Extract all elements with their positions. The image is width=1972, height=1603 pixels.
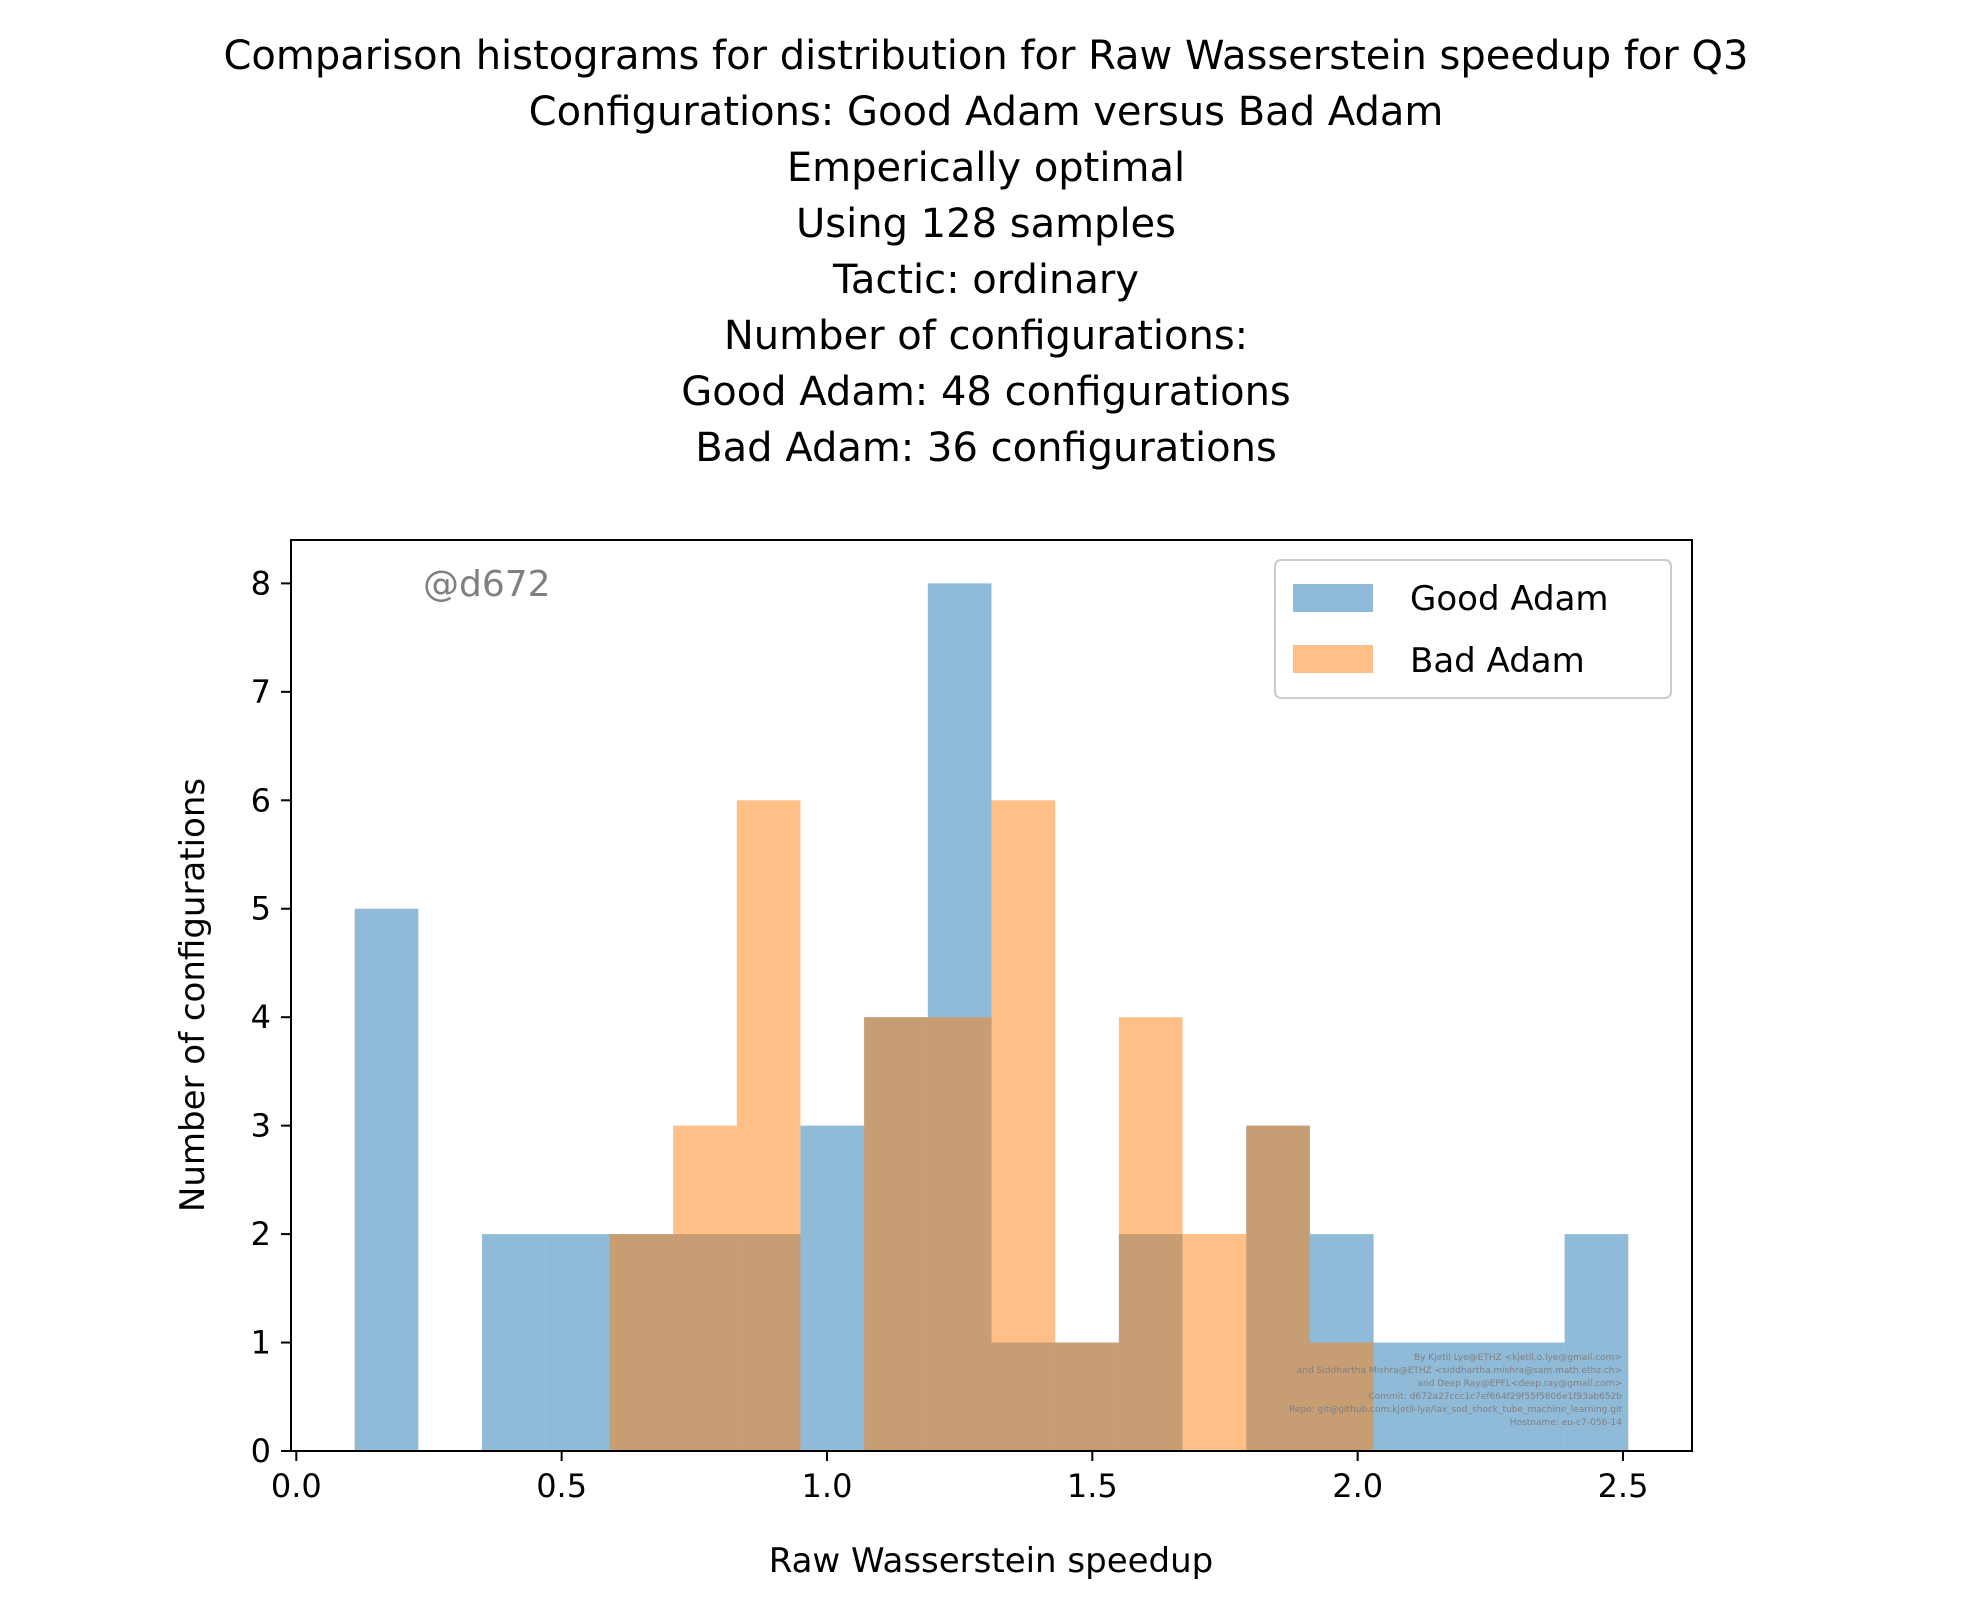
bar-bad-adam-6 xyxy=(1055,1342,1119,1451)
bar-bad-adam-5 xyxy=(991,800,1056,1451)
credits-line-1: By Kjetil Lye@ETHZ <kjetil.o.lye@gmail.c… xyxy=(1414,1353,1622,1363)
x-axis-ticks: 0.0 0.5 1.0 1.5 2.0 2.5 xyxy=(271,1451,1649,1505)
title-line-4: Using 128 samples xyxy=(795,201,1177,247)
bar-good-adam-17 xyxy=(1564,1234,1629,1451)
title-line-7: Good Adam: 48 configurations xyxy=(681,369,1291,415)
y-tick-label-4: 4 xyxy=(251,998,271,1036)
x-tick-label-0: 0.0 xyxy=(271,1467,322,1505)
x-tick-label-3: 1.5 xyxy=(1067,1467,1118,1505)
x-axis-label: Raw Wasserstein speedup xyxy=(769,1541,1214,1581)
credits-line-6: Hostname: eu-c7-056-14 xyxy=(1510,1418,1622,1428)
title-line-3: Emperically optimal xyxy=(786,145,1186,191)
bar-good-adam-2 xyxy=(545,1234,610,1451)
bar-good-adam-0 xyxy=(354,908,419,1451)
x-tick-label-5: 2.5 xyxy=(1598,1467,1649,1505)
credits-line-5: Repo: git@github.com:kjetil-lye/lax_sod_… xyxy=(1289,1405,1622,1415)
y-tick-label-0: 0 xyxy=(251,1432,271,1470)
bar-bad-adam-0 xyxy=(609,1234,674,1451)
y-axis-label: Number of configurations xyxy=(173,778,213,1212)
legend-label-good-adam: Good Adam xyxy=(1410,579,1609,619)
y-tick-label-1: 1 xyxy=(251,1324,271,1362)
title-line-5: Tactic: ordinary xyxy=(833,257,1139,303)
bar-bad-adam-8 xyxy=(1182,1234,1247,1451)
title-line-2: Configurations: Good Adam versus Bad Ada… xyxy=(528,89,1444,135)
chart-title: Comparison histograms for distribution f… xyxy=(0,28,1972,476)
bar-bad-adam-2 xyxy=(736,800,801,1451)
title-line-8: Bad Adam: 36 configurations xyxy=(695,425,1277,471)
bar-good-adam-16 xyxy=(1500,1342,1565,1451)
y-tick-label-8: 8 xyxy=(251,564,271,602)
credits-line-2: and Siddhartha Mishra@ETHZ <siddhartha.m… xyxy=(1297,1366,1622,1376)
series-bad-adam-bars xyxy=(609,800,1374,1451)
bar-good-adam-15 xyxy=(1437,1342,1501,1451)
bar-good-adam-6 xyxy=(800,1125,865,1451)
x-tick-label-1: 0.5 xyxy=(536,1467,587,1505)
bar-good-adam-14 xyxy=(1373,1342,1438,1451)
watermark: @d672 xyxy=(423,564,551,605)
y-axis-ticks: 0 1 2 3 4 5 6 7 8 xyxy=(251,564,291,1470)
bar-bad-adam-9 xyxy=(1246,1125,1310,1451)
bar-bad-adam-7 xyxy=(1118,1017,1183,1451)
bar-good-adam-1 xyxy=(482,1234,546,1451)
legend-label-bad-adam: Bad Adam xyxy=(1410,641,1585,681)
legend-box xyxy=(1274,559,1672,699)
bar-bad-adam-10 xyxy=(1309,1342,1374,1451)
title-line-1: Comparison histograms for distribution f… xyxy=(223,33,1749,79)
bar-bad-adam-4 xyxy=(927,1017,992,1451)
credits-line-4: Commit: d672a27ccc1c7ef664f29f55f5806e1f… xyxy=(1368,1392,1622,1402)
legend-swatch-bad-adam xyxy=(1293,645,1373,673)
y-tick-label-2: 2 xyxy=(251,1215,271,1253)
title-line-6: Number of configurations: xyxy=(723,313,1249,359)
x-tick-label-4: 2.0 xyxy=(1332,1467,1383,1505)
x-tick-label-2: 1.0 xyxy=(802,1467,853,1505)
credits-line-3: and Deep Ray@EPFL<deep.ray@gmail.com> xyxy=(1417,1379,1622,1389)
y-tick-label-6: 6 xyxy=(251,781,271,819)
y-tick-label-3: 3 xyxy=(251,1107,271,1145)
legend-swatch-good-adam xyxy=(1293,584,1373,612)
bar-bad-adam-1 xyxy=(673,1125,737,1451)
y-tick-label-7: 7 xyxy=(251,673,271,711)
bar-bad-adam-3 xyxy=(864,1017,928,1451)
y-tick-label-5: 5 xyxy=(251,890,271,928)
credits-block: By Kjetil Lye@ETHZ <kjetil.o.lye@gmail.c… xyxy=(1289,1353,1622,1428)
plot-frame xyxy=(290,539,1693,1452)
legend: Good Adam Bad Adam xyxy=(1274,559,1672,699)
